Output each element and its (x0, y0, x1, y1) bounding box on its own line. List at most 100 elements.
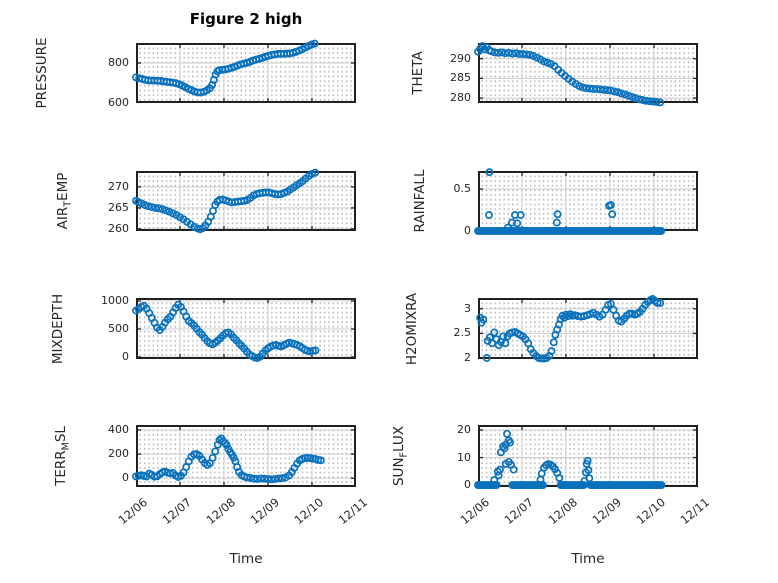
y-axis-label-rainfall: RAINFALL (412, 170, 428, 233)
data-marker (511, 49, 520, 58)
data-marker (606, 86, 615, 95)
y-tick-label: 600 (108, 96, 129, 109)
data-marker (522, 50, 531, 59)
x-tick-label: 12/09 (589, 495, 624, 528)
figure-title: Figure 2 high (189, 10, 303, 28)
data-marker (540, 57, 548, 66)
data-marker (147, 203, 156, 212)
y-axis-label-text: PRESSURE (34, 37, 50, 109)
y-axis-label-subscript: T (62, 200, 74, 207)
y-axis-label-text: H2OMIXRA (404, 292, 420, 365)
y-tick-label: 290 (450, 52, 471, 65)
data-marker (490, 476, 499, 485)
data-marker (537, 354, 546, 363)
subplot-rainfall (474, 168, 698, 235)
y-axis-label-text: TERR (52, 450, 69, 486)
data-marker (211, 447, 220, 456)
data-marker (652, 98, 661, 106)
data-series-pressure (132, 39, 319, 97)
y-tick-label: 270 (108, 180, 129, 193)
subplot-pressure (132, 39, 356, 103)
data-marker (603, 86, 612, 95)
y-tick-label: 2.5 (453, 326, 472, 339)
x-tick-label: 12/10 (633, 495, 668, 528)
data-marker (246, 474, 255, 482)
data-marker (547, 347, 556, 356)
x-axis-label-right: Time (571, 551, 605, 567)
y-tick-label: 20 (457, 423, 471, 436)
y-tick-label: 0 (122, 350, 129, 363)
data-marker (208, 453, 217, 462)
y-tick-label: 500 (108, 322, 129, 335)
y-axis-label-h2omixra: H2OMIXRA (404, 292, 420, 364)
axes-box (478, 171, 698, 231)
axes-box (136, 171, 356, 231)
data-marker (631, 94, 640, 103)
data-marker (494, 48, 503, 57)
subplot-air_temp-canvas (132, 168, 356, 234)
subplot-sun_flux (474, 425, 698, 490)
data-marker (479, 315, 488, 324)
data-marker (503, 223, 512, 232)
data-series-terr_msl (132, 434, 325, 484)
y-axis-label-sun_flux: SUNFLUX (391, 426, 410, 486)
x-tick-label: 12/10 (291, 495, 326, 528)
subplot-theta-canvas (474, 42, 698, 107)
y-tick-label: 0 (464, 478, 471, 491)
data-series-rainfall (474, 168, 666, 235)
data-marker (516, 211, 525, 219)
data-marker (645, 97, 654, 106)
y-axis-label-text: RAINFALL (412, 169, 428, 233)
data-marker (578, 83, 587, 92)
data-marker (499, 332, 508, 341)
data-marker (503, 429, 511, 438)
x-tick-label: 12/07 (159, 495, 194, 528)
data-marker (584, 466, 593, 475)
y-tick-label: 265 (108, 201, 129, 214)
data-series-air_temp (132, 168, 320, 234)
x-tick-label: 12/08 (545, 495, 580, 528)
data-marker (490, 48, 499, 57)
y-axis-label-theta: THETA (410, 51, 426, 94)
y-axis-label-air_temp: AIRTEMP (55, 173, 74, 230)
data-marker (213, 440, 222, 449)
data-marker (657, 481, 666, 490)
data-marker (543, 58, 552, 67)
y-axis-label-text: SL (52, 426, 69, 443)
y-tick-label: 200 (108, 447, 129, 460)
data-marker (635, 95, 643, 104)
x-tick-label: 12/11 (677, 495, 712, 528)
data-marker (485, 211, 493, 219)
data-marker (267, 475, 276, 484)
y-axis-label-text: EMP (54, 172, 71, 201)
data-marker (621, 90, 629, 99)
data-marker (154, 204, 163, 213)
y-axis-label-pressure: PRESSURE (34, 38, 50, 109)
data-marker (518, 50, 527, 58)
data-marker (583, 456, 592, 465)
data-marker (144, 202, 153, 211)
data-marker (500, 444, 509, 453)
axes-box (478, 298, 698, 359)
y-tick-label: 0 (464, 224, 471, 237)
data-marker (592, 85, 601, 93)
x-tick-label: 12/06 (115, 495, 150, 528)
y-axis-label-subscript: M (60, 442, 72, 451)
data-marker (585, 474, 594, 483)
data-marker (310, 39, 319, 48)
data-marker (482, 354, 491, 362)
data-marker (610, 87, 619, 96)
subplot-terr_msl (132, 425, 356, 487)
x-tick-label: 12/06 (457, 495, 492, 528)
y-tick-label: 1000 (101, 294, 129, 307)
subplot-terr_msl-canvas (132, 425, 356, 487)
data-marker (501, 339, 510, 348)
subplot-rainfall-canvas (474, 168, 698, 235)
data-series-mixdepth (132, 300, 320, 363)
data-marker (158, 205, 167, 214)
data-marker (509, 465, 518, 474)
data-marker (271, 474, 279, 483)
subplot-pressure-canvas (132, 39, 356, 103)
data-marker (552, 218, 561, 227)
data-marker (553, 210, 562, 219)
